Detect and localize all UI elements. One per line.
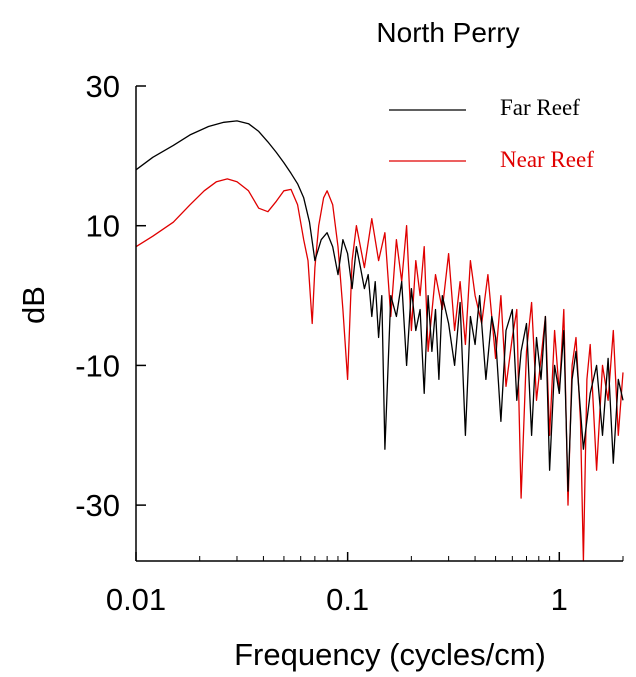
x-tick-label: 1 <box>551 582 568 617</box>
y-tick-label: 30 <box>86 69 120 104</box>
legend-label-near-reef: Near Reef <box>500 147 594 172</box>
x-axis-ticks: 0.01 0.1 1 <box>106 552 624 617</box>
chart-title: North Perry <box>376 17 519 48</box>
series-line-far-reef <box>135 120 624 492</box>
x-tick-label: 0.1 <box>326 582 369 617</box>
plot-area: 0.01 0.1 1 30 10 -10 -30 <box>75 69 624 617</box>
x-tick-label: 0.01 <box>106 582 166 617</box>
series-layer <box>135 120 624 562</box>
series-line-near-reef <box>135 178 624 562</box>
y-axis-ticks: 30 10 -10 -30 <box>75 69 146 523</box>
legend: Far Reef Near Reef <box>389 95 594 172</box>
y-tick-label: -10 <box>75 348 120 383</box>
x-axis-label: Frequency (cycles/cm) <box>234 637 546 672</box>
y-axis-label: dB <box>16 286 51 324</box>
y-tick-label: 10 <box>86 209 120 244</box>
y-tick-label: -30 <box>75 488 120 523</box>
legend-label-far-reef: Far Reef <box>500 95 580 120</box>
